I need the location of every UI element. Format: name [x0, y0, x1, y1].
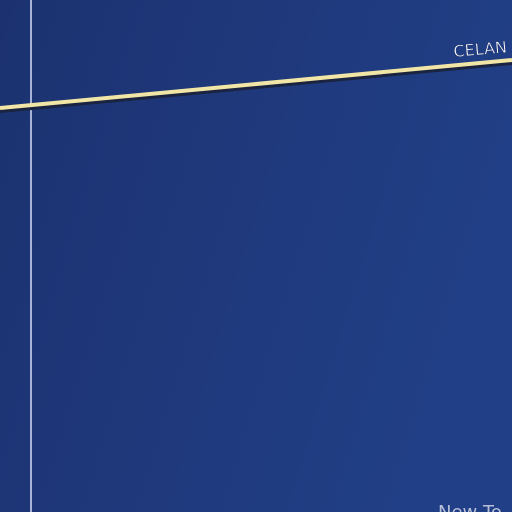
road-label: CELAN	[453, 37, 508, 61]
place-label: New To	[438, 502, 502, 512]
road	[0, 58, 512, 110]
